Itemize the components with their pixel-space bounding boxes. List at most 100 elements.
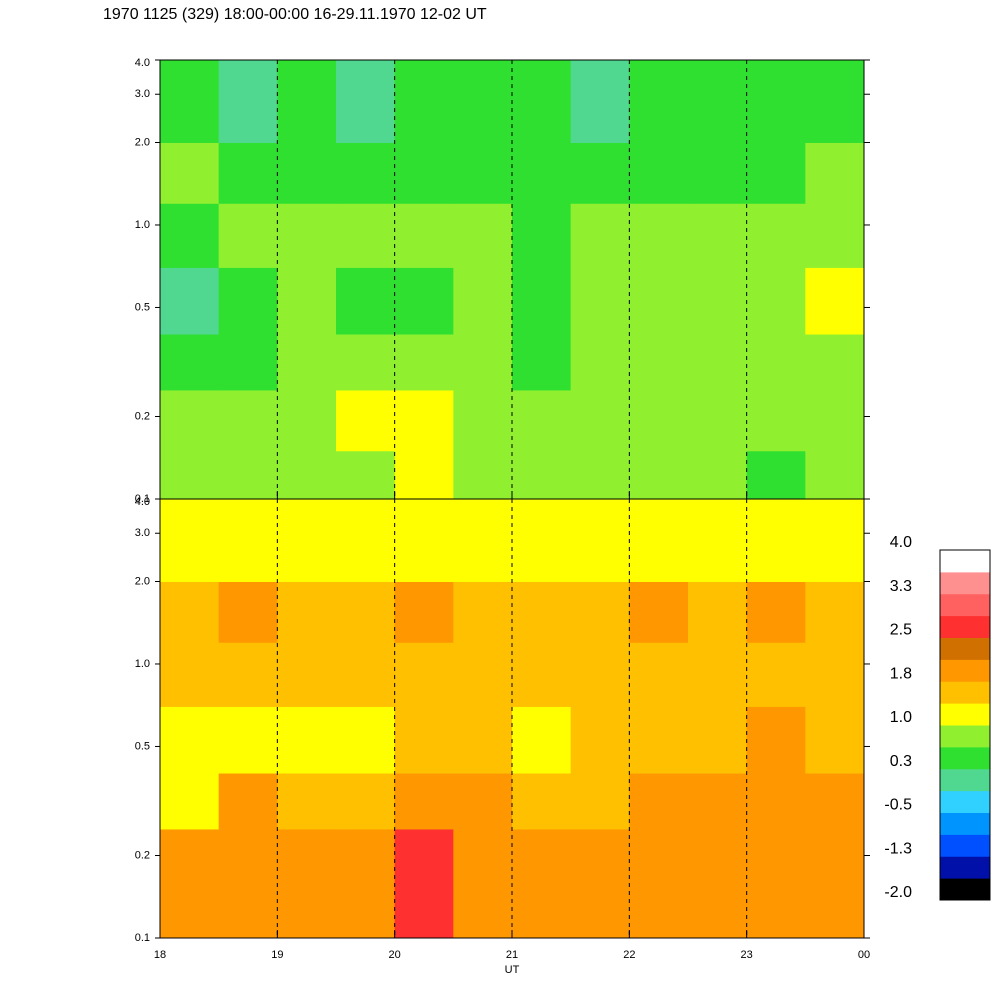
y-tick-label: 0.5 xyxy=(135,740,150,752)
y-tick-label: 0.1 xyxy=(135,932,150,944)
heat-cell xyxy=(688,203,748,268)
heat-cell xyxy=(218,267,278,335)
heat-cell xyxy=(160,334,220,391)
heat-cell xyxy=(629,773,689,830)
x-tick-label: 20 xyxy=(389,949,401,961)
heat-cell xyxy=(394,450,454,500)
heat-cell xyxy=(218,450,278,500)
heat-cell xyxy=(453,889,513,939)
heat-cell xyxy=(688,334,748,391)
heat-cell xyxy=(160,581,220,643)
heat-cell xyxy=(805,642,865,707)
heat-cell xyxy=(570,389,630,452)
heat-cell xyxy=(805,267,865,335)
colorbar-swatch xyxy=(940,768,990,792)
colorbar-swatch xyxy=(940,856,990,879)
heat-cell xyxy=(746,267,806,335)
heat-cell xyxy=(805,706,865,774)
y-tick-label: 1.0 xyxy=(135,658,150,670)
heat-cell xyxy=(688,773,748,830)
heat-cell xyxy=(394,389,454,452)
y-tick-label: 3.0 xyxy=(135,88,150,100)
heat-cell xyxy=(629,499,689,582)
heat-cell xyxy=(512,642,572,707)
heat-cell xyxy=(394,142,454,204)
heat-cell xyxy=(805,773,865,830)
heat-cell xyxy=(570,142,630,204)
colorbar-swatch xyxy=(940,659,990,682)
heat-cell xyxy=(805,142,865,204)
heat-cell xyxy=(570,60,630,143)
heat-cell xyxy=(805,450,865,500)
colorbar-label: 2.5 xyxy=(890,622,912,639)
heat-cell xyxy=(453,499,513,582)
heat-cell xyxy=(512,334,572,391)
heat-cell xyxy=(453,450,513,500)
heat-cell xyxy=(805,60,865,143)
heat-cell xyxy=(277,706,337,774)
heat-cell xyxy=(512,389,572,452)
heat-cell xyxy=(160,889,220,939)
heat-cell xyxy=(277,828,337,891)
heat-cell xyxy=(629,828,689,891)
heat-cell xyxy=(746,389,806,452)
heat-cell xyxy=(277,142,337,204)
colorbar-label: 4.0 xyxy=(890,534,912,551)
heat-cell xyxy=(512,581,572,643)
y-tick-label: 0.1 xyxy=(135,493,150,505)
heat-cell xyxy=(394,706,454,774)
heat-cell xyxy=(160,142,220,204)
colorbar-swatch xyxy=(940,703,990,726)
heat-cell xyxy=(512,889,572,939)
heat-cell xyxy=(570,642,630,707)
heat-cell xyxy=(160,706,220,774)
colorbar-swatch xyxy=(940,790,990,813)
x-tick-label: 21 xyxy=(506,949,518,961)
colorbar-swatch xyxy=(940,878,990,901)
heat-cell xyxy=(746,499,806,582)
heat-cell xyxy=(160,389,220,452)
heat-cell xyxy=(688,499,748,582)
heat-cell xyxy=(336,267,396,335)
colorbar-swatch xyxy=(940,725,990,748)
heat-cell xyxy=(453,706,513,774)
chart-title: 1970 1125 (329) 18:00-00:00 16-29.11.197… xyxy=(103,6,487,23)
heat-cell xyxy=(512,203,572,268)
heat-cell xyxy=(805,889,865,939)
heat-cell xyxy=(629,142,689,204)
heat-cell xyxy=(805,828,865,891)
heat-cell xyxy=(218,499,278,582)
heat-cell xyxy=(688,706,748,774)
heat-cell xyxy=(746,450,806,500)
heat-cell xyxy=(218,642,278,707)
heat-cell xyxy=(277,60,337,143)
heat-cell xyxy=(394,889,454,939)
heat-cell xyxy=(688,389,748,452)
heat-cell xyxy=(218,142,278,204)
x-axis-label: UT xyxy=(505,964,520,976)
heat-cell xyxy=(218,889,278,939)
heat-cell xyxy=(453,142,513,204)
heat-cell xyxy=(746,889,806,939)
heat-cell xyxy=(160,60,220,143)
heat-cell xyxy=(629,450,689,500)
colorbar-label: 1.8 xyxy=(890,665,912,682)
heat-cell xyxy=(160,773,220,830)
heat-cell xyxy=(453,267,513,335)
heat-cell xyxy=(570,203,630,268)
heat-cell xyxy=(160,642,220,707)
heat-cell xyxy=(570,889,630,939)
heat-cell xyxy=(570,267,630,335)
heat-cell xyxy=(629,389,689,452)
colorbar-label: 1.0 xyxy=(890,709,912,726)
heat-cell xyxy=(746,581,806,643)
heat-cell xyxy=(688,642,748,707)
heat-cell xyxy=(512,773,572,830)
y-tick-label: 3.0 xyxy=(135,527,150,539)
heat-cell xyxy=(570,581,630,643)
heat-cell xyxy=(746,334,806,391)
heat-cell xyxy=(336,203,396,268)
colorbar-swatch xyxy=(940,681,990,704)
colorbar-label: -0.5 xyxy=(884,797,912,814)
heat-cell xyxy=(512,142,572,204)
